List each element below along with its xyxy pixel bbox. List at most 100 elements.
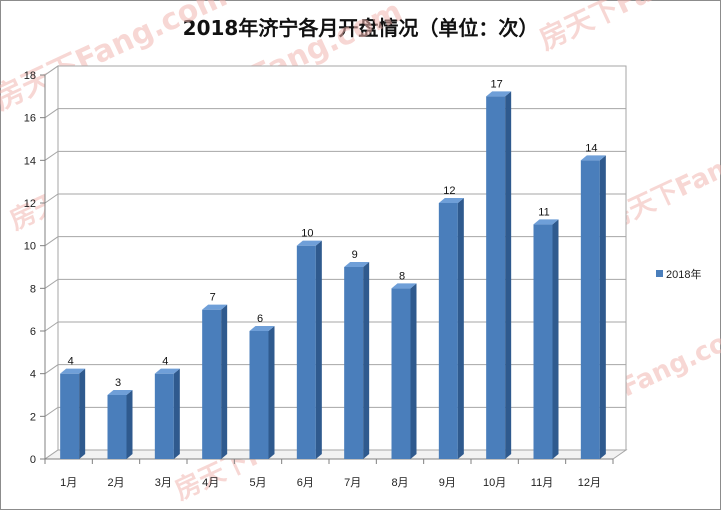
bar-top <box>60 368 86 374</box>
bar <box>391 283 417 459</box>
gridline <box>44 150 626 161</box>
bar <box>486 91 512 459</box>
bar <box>344 262 370 459</box>
bar-top <box>580 155 606 161</box>
y-tick-label: 10 <box>24 241 36 253</box>
bar-front <box>296 245 316 459</box>
gridline <box>44 278 626 289</box>
y-tick-label: 8 <box>30 283 36 295</box>
x-tick-label: 5月 <box>249 477 266 489</box>
y-tick-label: 18 <box>24 70 36 82</box>
bar-side <box>457 198 464 459</box>
x-tick-label: 12月 <box>578 477 601 489</box>
back-wall <box>57 65 627 451</box>
bar <box>154 368 180 459</box>
bar-side <box>126 390 133 459</box>
x-tick-label: 6月 <box>297 477 314 489</box>
y-tick-label: 6 <box>30 326 36 338</box>
bar-top <box>533 219 559 225</box>
gridline <box>44 406 626 417</box>
y-axis: 0 2 4 6 8 10 12 14 16 18 <box>24 70 46 466</box>
bar <box>60 368 86 459</box>
y-tick-label: 16 <box>24 113 36 125</box>
bar <box>533 219 559 459</box>
y-tick-label: 0 <box>30 454 36 466</box>
data-label: 3 <box>115 377 121 389</box>
bar <box>580 155 606 460</box>
bar-front <box>344 267 364 459</box>
bar-side <box>221 304 228 459</box>
data-label: 12 <box>443 185 455 197</box>
chart-title: 2018年济宁各月开盘情况（单位：次） <box>182 16 539 40</box>
bar-front <box>391 288 411 459</box>
legend-label: 2018年 <box>666 267 701 281</box>
bar-front <box>107 395 127 459</box>
x-tick-label: 3月 <box>155 477 172 489</box>
x-tick-label: 11月 <box>531 477 553 489</box>
bar-top <box>154 368 180 374</box>
data-label: 4 <box>68 356 74 368</box>
bar-front <box>154 373 174 459</box>
bar-top <box>296 240 322 246</box>
x-tick-label: 10月 <box>483 477 506 489</box>
bar-front <box>533 224 553 459</box>
data-label: 10 <box>301 228 313 240</box>
bar <box>296 240 322 459</box>
x-tick-label: 4月 <box>202 477 219 489</box>
bar-top <box>249 326 275 331</box>
gridline <box>44 364 626 375</box>
data-label: 9 <box>352 249 358 261</box>
x-tick-label: 8月 <box>391 477 408 489</box>
gridline <box>44 321 626 332</box>
bar <box>202 304 228 459</box>
y-tick-label: 2 <box>30 411 36 423</box>
x-tick-label: 2月 <box>107 477 124 489</box>
bar-front <box>249 331 269 459</box>
bar-side <box>315 240 322 459</box>
y-tick-label: 14 <box>24 155 36 167</box>
x-tick-label: 9月 <box>439 477 456 489</box>
bar-front <box>486 96 506 459</box>
x-axis: 1月 2月 3月 4月 5月 6月 7月 8月 9月 10月 11月 12月 <box>44 458 614 489</box>
bar-top <box>344 262 370 267</box>
data-label: 14 <box>585 142 597 154</box>
data-label: 7 <box>210 292 216 304</box>
bar <box>438 198 464 459</box>
bar-front <box>202 309 222 459</box>
data-label: 11 <box>538 206 549 218</box>
bar-side <box>173 368 180 459</box>
chart-walls <box>43 65 628 460</box>
gridline <box>44 108 626 119</box>
bar <box>107 390 133 459</box>
y-tick-label: 12 <box>24 198 36 210</box>
bar-top <box>486 91 512 97</box>
bar-side <box>410 283 417 459</box>
gridline <box>44 236 626 247</box>
bar-side <box>552 219 559 459</box>
bar <box>249 326 275 459</box>
bar-top <box>202 304 228 310</box>
bars: 4 3 4 7 6 10 9 8 12 17 11 14 <box>60 78 606 460</box>
bar-side <box>79 368 86 459</box>
y-tick-label: 4 <box>30 369 36 381</box>
gridlines <box>44 65 626 417</box>
watermark-logo: 房天下Fang.com <box>534 0 721 56</box>
gridline <box>44 193 626 204</box>
bar-top <box>391 283 417 289</box>
side-wall <box>44 65 59 460</box>
bar-side <box>505 91 512 459</box>
bar-front <box>580 160 600 460</box>
bar-front <box>60 373 80 459</box>
x-tick-label: 1月 <box>60 477 77 489</box>
bar-front <box>438 203 458 459</box>
legend: 2018年 <box>656 267 701 281</box>
legend-swatch <box>656 270 663 277</box>
data-label: 6 <box>257 313 263 325</box>
data-label: 17 <box>491 78 503 90</box>
bar-side <box>268 326 275 459</box>
x-tick-label: 7月 <box>344 477 361 489</box>
bar-side <box>363 262 370 459</box>
gridline <box>44 65 626 76</box>
bar-top <box>438 198 464 203</box>
